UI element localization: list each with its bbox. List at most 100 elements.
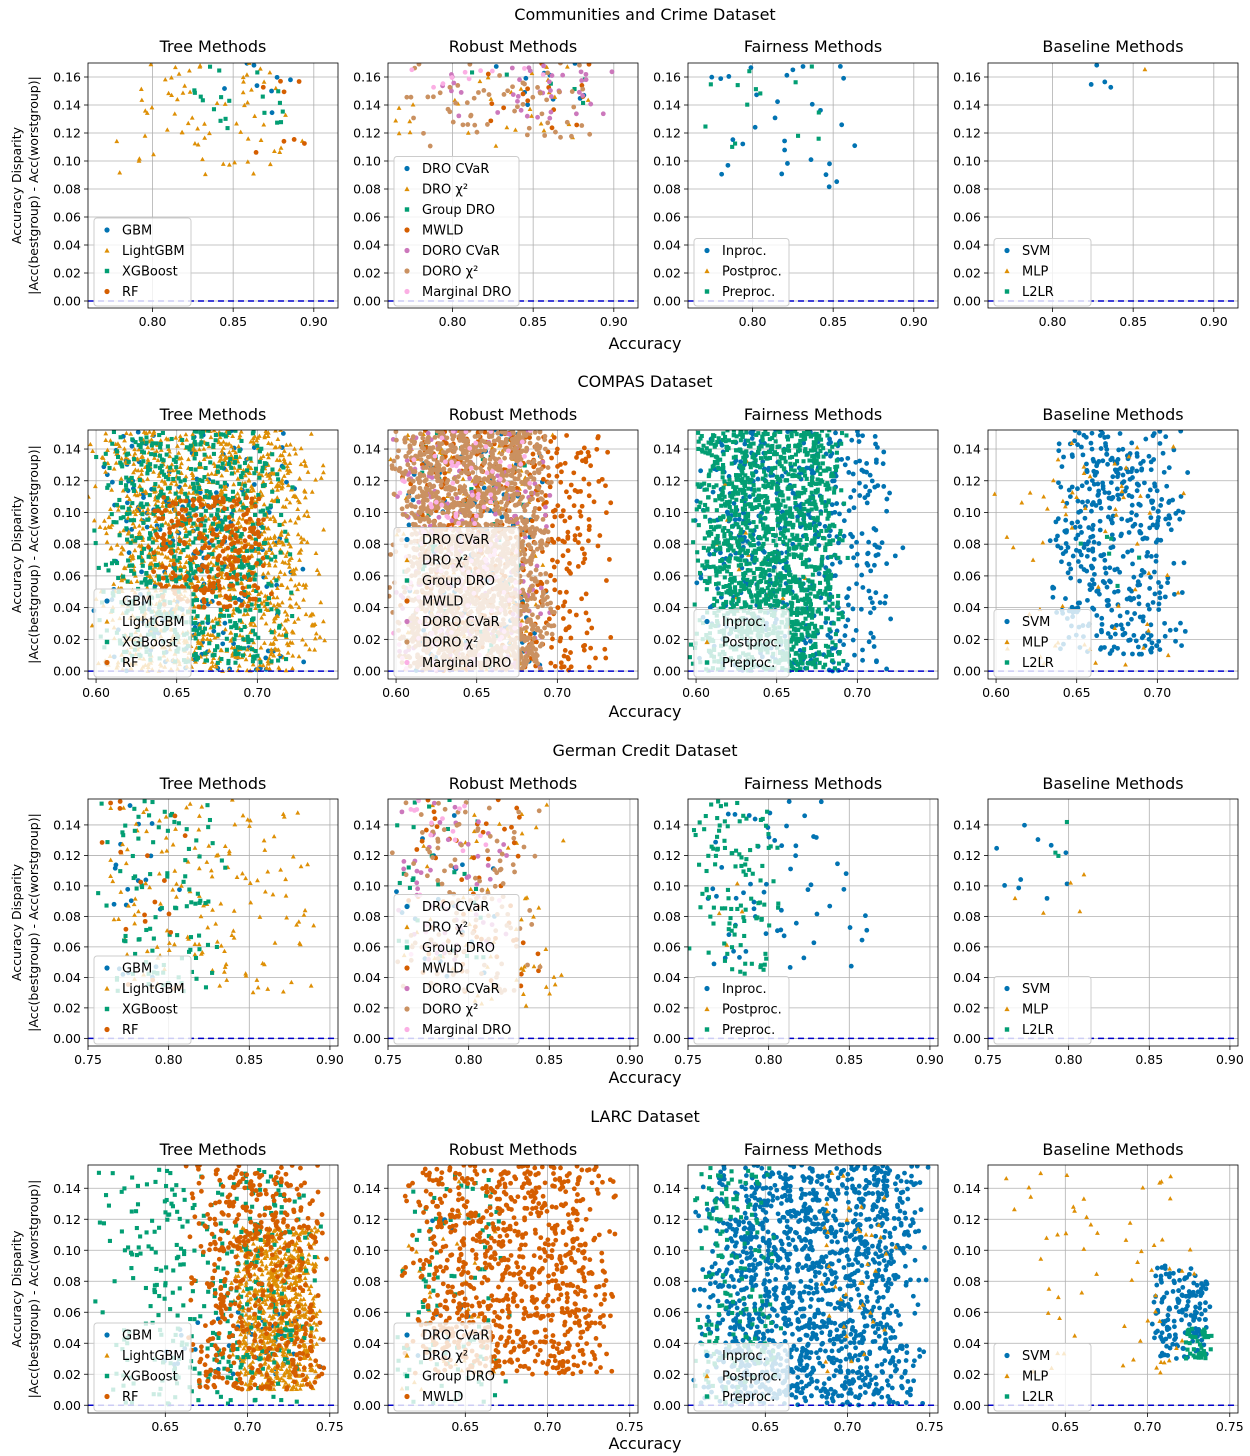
data-point: [265, 433, 271, 439]
data-point: [193, 512, 199, 518]
data-point: [122, 438, 127, 443]
data-point: [529, 113, 535, 118]
data-point: [174, 522, 180, 528]
data-point: [258, 645, 264, 650]
data-point: [535, 85, 540, 90]
data-point: [298, 547, 304, 552]
data-point: [518, 86, 524, 91]
data-point: [299, 539, 304, 545]
data-point: [745, 102, 750, 107]
data-point: [191, 521, 196, 526]
data-point: [164, 575, 169, 580]
data-point: [268, 479, 274, 485]
data-point: [609, 69, 615, 75]
data-point: [227, 449, 232, 455]
data-point: [298, 445, 304, 451]
data-point: [1088, 82, 1094, 87]
data-point: [275, 436, 281, 442]
data-point: [205, 569, 210, 574]
data-point: [185, 495, 190, 500]
data-point: [198, 502, 204, 507]
data-point: [396, 130, 402, 136]
data-point: [458, 90, 464, 95]
data-point: [219, 473, 225, 478]
data-point: [520, 101, 526, 107]
data-point: [199, 434, 204, 439]
data-point: [275, 540, 281, 545]
data-point: [253, 648, 258, 654]
x-tick-label: 0.85: [819, 314, 847, 329]
data-point: [139, 487, 144, 492]
data-point: [168, 465, 173, 470]
data-point: [309, 489, 315, 494]
data-point: [223, 116, 228, 121]
data-point: [258, 137, 264, 142]
data-point: [129, 534, 134, 539]
data-point: [823, 172, 829, 178]
data-point: [196, 632, 201, 637]
data-point: [552, 577, 558, 583]
data-point: [176, 495, 181, 500]
data-point: [211, 543, 216, 548]
data-point: [277, 602, 282, 608]
data-point: [276, 537, 282, 543]
data-point: [564, 589, 569, 595]
data-point: [225, 496, 230, 502]
data-point: [537, 460, 542, 466]
data-point: [308, 431, 314, 436]
data-point: [234, 576, 240, 582]
data-point: [193, 575, 199, 581]
data-point: [170, 557, 176, 562]
data-point: [206, 648, 212, 653]
data-point: [432, 434, 438, 440]
data-point: [221, 432, 226, 437]
x-tick-label: 0.80: [739, 314, 767, 329]
data-point: [281, 542, 286, 547]
data-point: [257, 662, 263, 667]
data-point: [265, 570, 271, 575]
data-point: [519, 618, 525, 623]
data-point: [456, 113, 462, 119]
data-point: [157, 565, 162, 570]
data-point: [167, 534, 172, 539]
data-point: [211, 624, 216, 629]
data-point: [202, 523, 207, 528]
data-point: [233, 654, 239, 659]
data-point: [238, 129, 244, 134]
data-point: [167, 540, 173, 546]
data-point: [295, 586, 300, 592]
legend-marker: [104, 247, 110, 253]
data-point: [228, 630, 233, 635]
data-point: [538, 579, 544, 585]
data-point: [550, 557, 555, 563]
data-point: [261, 517, 266, 523]
data-point: [215, 469, 220, 474]
data-point: [216, 578, 221, 584]
data-point: [495, 110, 501, 115]
data-point: [206, 618, 211, 623]
data-point: [250, 439, 256, 444]
data-point: [103, 562, 108, 567]
data-point: [202, 475, 207, 480]
data-point: [218, 647, 224, 652]
data-point: [303, 611, 309, 617]
data-point: [260, 479, 266, 484]
data-point: [568, 650, 573, 655]
data-point: [213, 490, 219, 496]
data-point: [276, 477, 281, 482]
data-point: [416, 499, 422, 505]
y-tick-label: 0.04: [53, 238, 81, 253]
data-point: [277, 149, 283, 154]
data-point: [211, 430, 217, 433]
data-point: [229, 529, 235, 535]
data-point: [245, 634, 250, 639]
data-point: [237, 432, 243, 438]
data-point: [554, 473, 560, 479]
data-point: [161, 575, 166, 581]
data-point: [582, 551, 587, 557]
data-point: [246, 555, 252, 561]
data-point: [133, 511, 138, 517]
data-point: [277, 467, 283, 472]
data-point: [568, 482, 574, 488]
